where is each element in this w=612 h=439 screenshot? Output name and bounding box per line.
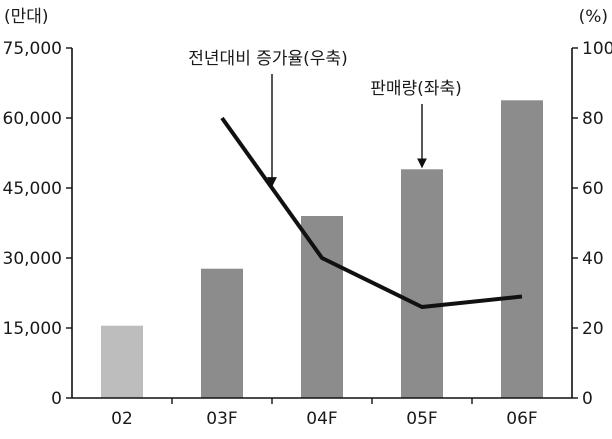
left-tick-label: 45,000 [3,179,62,199]
x-tick-label: 03F [206,409,237,429]
bars-layer [101,100,543,399]
bar-04F [301,216,343,398]
left-tick-label: 60,000 [3,109,62,129]
bar-05F [401,169,443,398]
left-tick-label: 15,000 [3,319,62,339]
annotation-label: 전년대비 증가율(우축) [188,49,347,69]
right-axis-unit: (%) [579,7,608,27]
bar-03F [201,268,243,398]
x-tick-label: 04F [306,409,337,429]
axes-layer: 015,00030,00045,00060,00075,000020406080… [3,7,612,429]
annotation-label: 판매량(좌축) [370,79,461,99]
growth-rate-line [220,116,523,309]
right-tick-label: 20 [582,319,604,339]
left-tick-label: 0 [51,389,62,409]
right-tick-label: 80 [582,109,604,129]
bar-06F [501,100,543,399]
left-tick-label: 30,000 [3,249,62,269]
bar-02 [101,325,143,398]
left-axis-unit: (만대) [4,7,49,27]
x-tick-label: 06F [506,409,537,429]
right-tick-label: 60 [582,179,604,199]
x-tick-label: 05F [406,409,437,429]
line-layer [220,116,523,309]
right-tick-label: 40 [582,249,604,269]
right-tick-label: 100 [582,39,612,59]
annotations-layer: 전년대비 증가율(우축) 판매량(좌축) [188,49,462,187]
left-tick-label: 75,000 [3,39,62,59]
x-tick-label: 02 [111,409,133,429]
right-tick-label: 0 [582,389,593,409]
